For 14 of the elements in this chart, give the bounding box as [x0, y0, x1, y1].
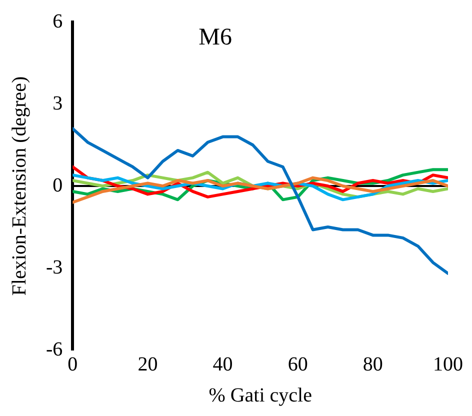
x-axis-title: % Gati cycle	[208, 384, 312, 406]
x-tick-label: 40	[212, 353, 233, 376]
y-axis-title: Flexion-Extension (degree)	[8, 76, 30, 296]
y-tick-label: -6	[46, 338, 63, 360]
y-tick-label: 0	[52, 174, 63, 196]
y-tick-label: -3	[46, 256, 63, 278]
y-tick-label: 6	[52, 10, 63, 32]
x-tick-label: 60	[288, 353, 308, 376]
y-tick-label: 3	[52, 92, 63, 114]
chart-title: M6	[198, 24, 232, 50]
x-tick-label: 20	[138, 353, 158, 376]
x-tick-label: 100	[433, 353, 463, 376]
x-tick-label: 80	[362, 353, 383, 376]
x-tick-label: 0	[68, 353, 78, 376]
